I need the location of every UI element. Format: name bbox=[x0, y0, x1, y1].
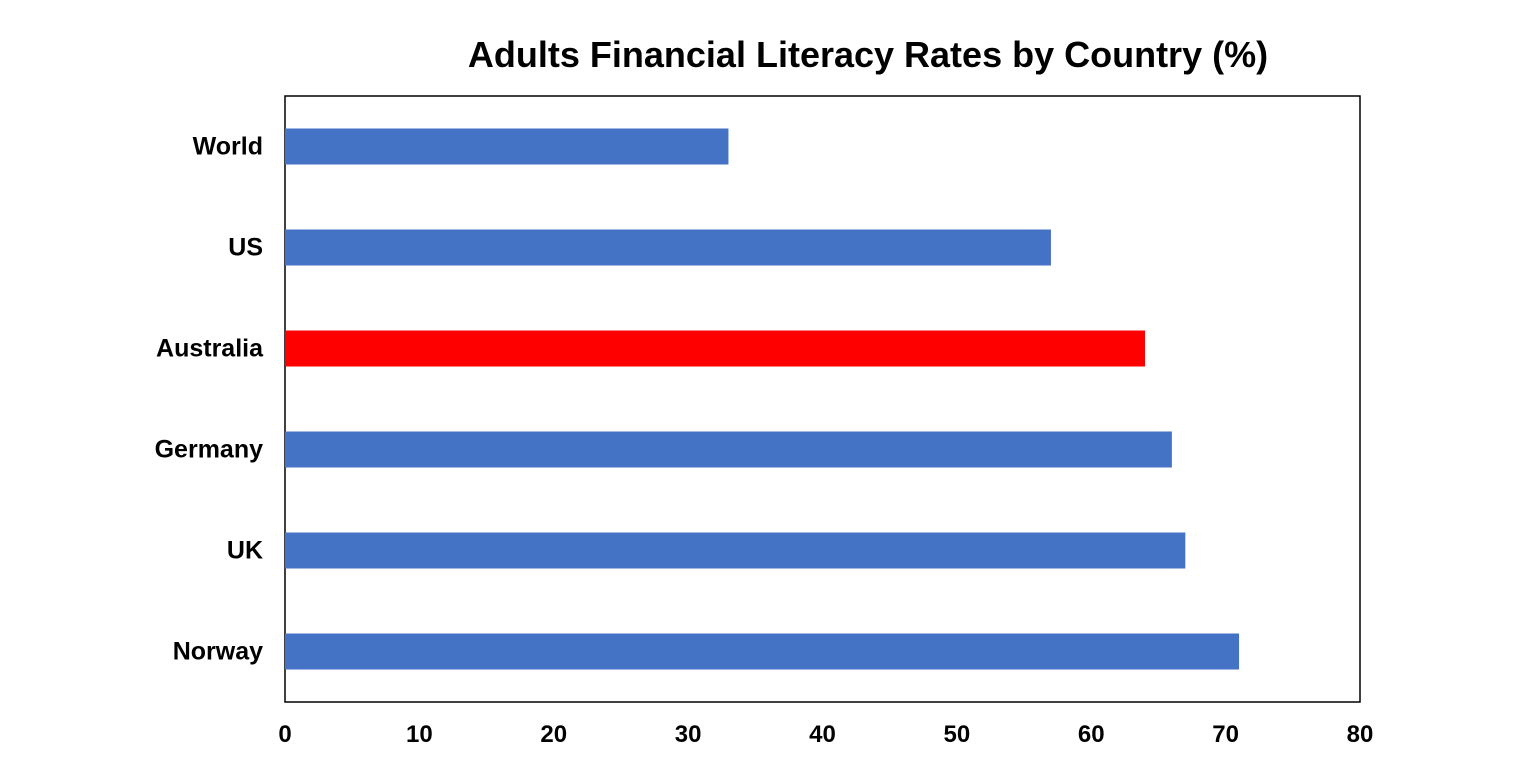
category-label-us: US bbox=[228, 234, 263, 262]
x-tick-label: 10 bbox=[406, 721, 433, 748]
category-label-germany: Germany bbox=[155, 436, 263, 464]
x-tick-label: 30 bbox=[675, 721, 702, 748]
bar-australia bbox=[285, 330, 1145, 367]
chart-title: Adults Financial Literacy Rates by Count… bbox=[468, 34, 1268, 75]
category-label-norway: Norway bbox=[173, 638, 263, 666]
x-tick-label: 70 bbox=[1212, 721, 1239, 748]
bars-group bbox=[285, 128, 1240, 670]
x-tick-label: 50 bbox=[944, 721, 971, 748]
x-tick-label: 80 bbox=[1347, 721, 1374, 748]
bar-norway bbox=[285, 633, 1240, 670]
x-tick-label: 0 bbox=[278, 721, 291, 748]
category-label-australia: Australia bbox=[156, 335, 264, 363]
x-tick-label: 60 bbox=[1078, 721, 1105, 748]
bar-us bbox=[285, 229, 1051, 266]
bar-germany bbox=[285, 431, 1172, 468]
plot-area-frame bbox=[284, 95, 1361, 703]
x-tick-labels-group: 0 10 20 30 40 50 60 70 80 bbox=[278, 721, 1373, 748]
x-tick-label: 40 bbox=[809, 721, 836, 748]
x-tick-label: 20 bbox=[540, 721, 567, 748]
bar-uk bbox=[285, 532, 1186, 569]
category-labels-group: World US Australia Germany UK Norway bbox=[155, 133, 264, 666]
category-label-uk: UK bbox=[227, 537, 263, 565]
category-label-world: World bbox=[193, 133, 263, 161]
bar-world bbox=[285, 128, 729, 165]
